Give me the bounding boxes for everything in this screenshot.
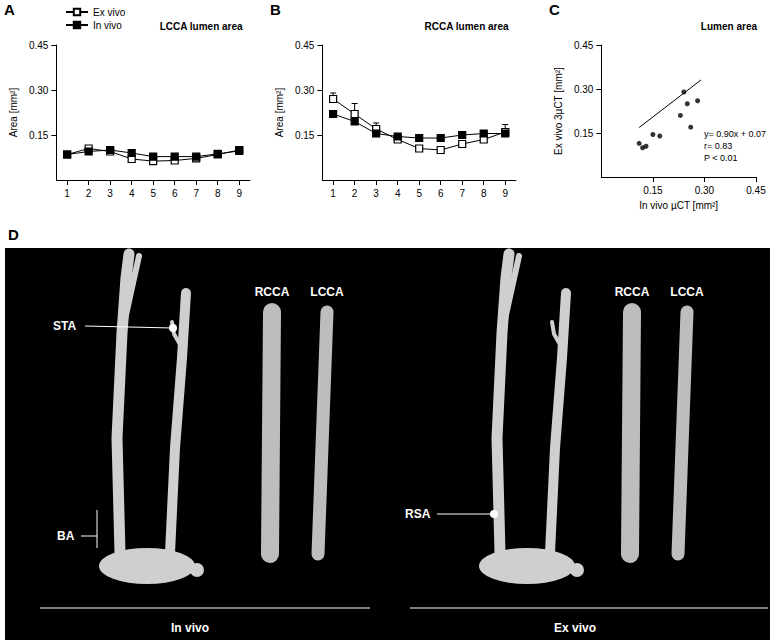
svg-text:RCCA: RCCA [255,285,290,299]
svg-text:6: 6 [438,188,444,199]
svg-text:0.15: 0.15 [295,130,315,141]
svg-text:r= 0.83: r= 0.83 [704,141,732,151]
svg-text:5: 5 [150,188,156,199]
svg-text:8: 8 [215,188,221,199]
svg-text:1: 1 [64,188,70,199]
svg-text:0.15: 0.15 [29,130,49,141]
svg-text:0.45: 0.45 [29,40,49,51]
svg-text:8: 8 [481,188,487,199]
svg-text:In vivo µCT [mm²]: In vivo µCT [mm²] [639,200,718,211]
svg-text:LCCA: LCCA [670,285,704,299]
svg-text:5: 5 [416,188,422,199]
html-text:D: D [8,226,19,243]
svg-text:2: 2 [86,188,92,199]
svg-text:3: 3 [107,188,113,199]
svg-text:Lumen area: Lumen area [701,21,758,32]
svg-text:C: C [549,1,560,18]
svg-text:9: 9 [502,188,508,199]
svg-text:9: 9 [236,188,242,199]
svg-text:0.45: 0.45 [746,185,766,196]
svg-text:4: 4 [129,188,135,199]
svg-text:0.45: 0.45 [574,40,594,51]
svg-text:Ex vivo: Ex vivo [554,621,596,635]
svg-text:P < 0.01: P < 0.01 [704,153,738,163]
svg-text:RSA: RSA [405,507,431,521]
svg-text:1: 1 [330,188,336,199]
svg-text:A: A [4,1,15,18]
svg-text:STA: STA [53,319,76,333]
svg-text:0.30: 0.30 [295,85,315,96]
svg-text:2: 2 [352,188,358,199]
svg-text:BA: BA [57,529,75,543]
svg-text:y= 0.90x + 0.07: y= 0.90x + 0.07 [704,129,766,139]
svg-text:3: 3 [373,188,379,199]
svg-text:0.15: 0.15 [574,128,594,139]
svg-text:4: 4 [395,188,401,199]
svg-text:Area [mm²]: Area [mm²] [274,88,285,138]
svg-text:LCCA lumen area: LCCA lumen area [160,21,243,32]
svg-text:Area [mm²]: Area [mm²] [8,88,19,138]
svg-text:0.15: 0.15 [643,185,663,196]
svg-text:LCCA: LCCA [310,285,344,299]
svg-text:In vivo: In vivo [171,621,209,635]
svg-text:0.30: 0.30 [695,185,715,196]
svg-text:0.45: 0.45 [295,40,315,51]
svg-text:0.30: 0.30 [29,85,49,96]
svg-text:B: B [270,1,281,18]
svg-text:Ex vivo: Ex vivo [93,7,126,18]
svg-text:7: 7 [459,188,465,199]
svg-text:RCCA: RCCA [615,285,650,299]
svg-text:Ex vivo 3µCT [mm²]: Ex vivo 3µCT [mm²] [553,67,564,155]
svg-text:In vivo: In vivo [93,20,122,31]
svg-text:6: 6 [172,188,178,199]
svg-text:7: 7 [193,188,199,199]
svg-text:RCCA lumen area: RCCA lumen area [425,21,510,32]
svg-text:0.30: 0.30 [574,84,594,95]
